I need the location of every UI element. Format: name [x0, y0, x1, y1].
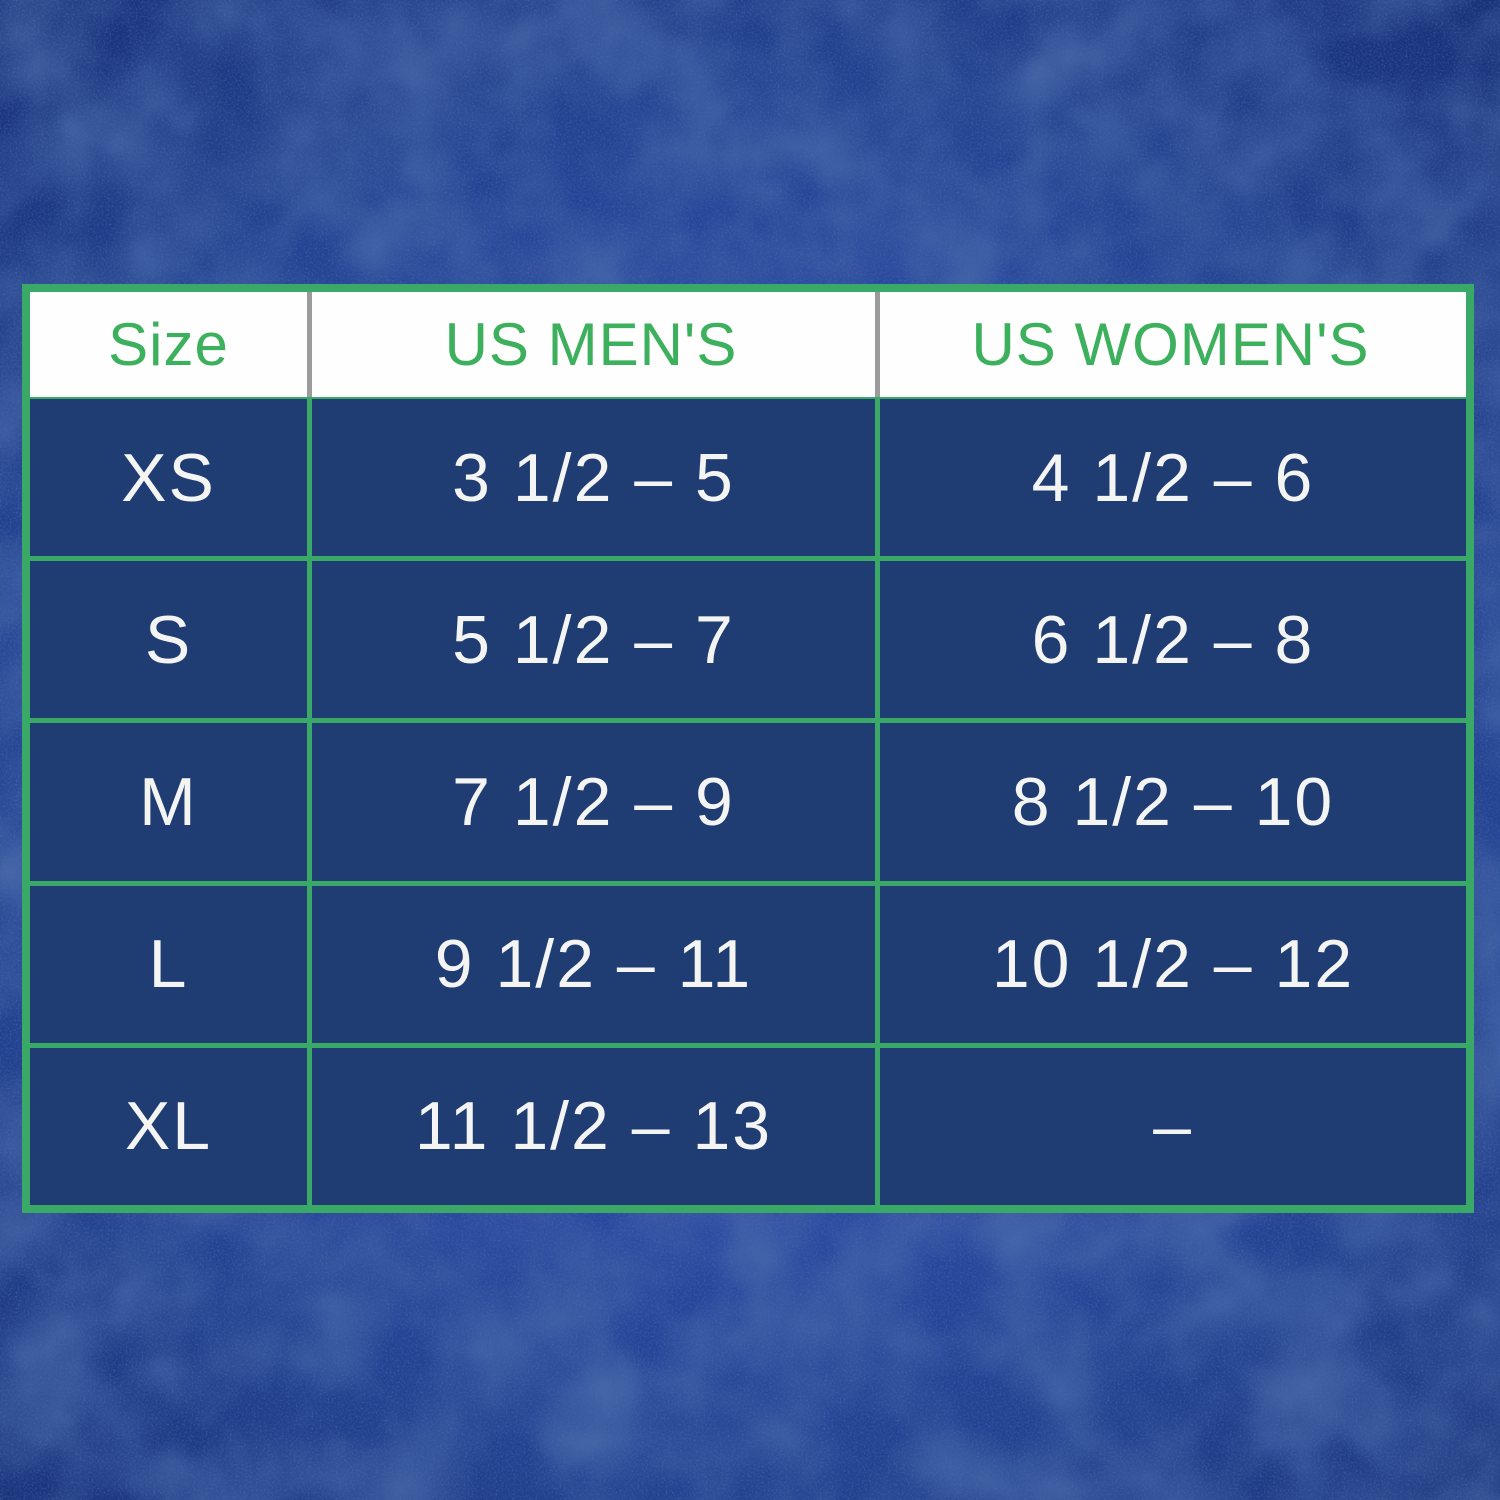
- header-divider: [875, 292, 880, 397]
- cell-size-s: S: [30, 561, 307, 719]
- cell-size-xs: XS: [30, 399, 307, 557]
- cell-mens-xl: 11 1/2 – 13: [312, 1047, 875, 1205]
- cell-size-m: M: [30, 723, 307, 881]
- table-header-row: Size US MEN'S US WOMEN'S: [30, 292, 1466, 397]
- cell-womens-xl: –: [880, 1047, 1466, 1205]
- header-divider: [307, 292, 312, 397]
- cell-size-l: L: [30, 885, 307, 1043]
- cell-mens-s: 5 1/2 – 7: [312, 561, 875, 719]
- table-body: XS 3 1/2 – 5 4 1/2 – 6 S 5 1/2 – 7 6 1/2…: [30, 399, 1466, 1205]
- cell-mens-l: 9 1/2 – 11: [312, 885, 875, 1043]
- cell-womens-m: 8 1/2 – 10: [880, 723, 1466, 881]
- cell-mens-xs: 3 1/2 – 5: [312, 399, 875, 557]
- column-header-size: Size: [108, 311, 229, 378]
- cell-mens-m: 7 1/2 – 9: [312, 723, 875, 881]
- cell-womens-l: 10 1/2 – 12: [880, 885, 1466, 1043]
- column-header-us-womens: US WOMEN'S: [971, 311, 1370, 378]
- cell-size-xl: XL: [30, 1047, 307, 1205]
- size-chart-table: Size US MEN'S US WOMEN'S XS 3 1/2 – 5 4 …: [22, 284, 1474, 1213]
- column-header-us-mens: US MEN'S: [444, 311, 738, 378]
- cell-womens-xs: 4 1/2 – 6: [880, 399, 1466, 557]
- cell-womens-s: 6 1/2 – 8: [880, 561, 1466, 719]
